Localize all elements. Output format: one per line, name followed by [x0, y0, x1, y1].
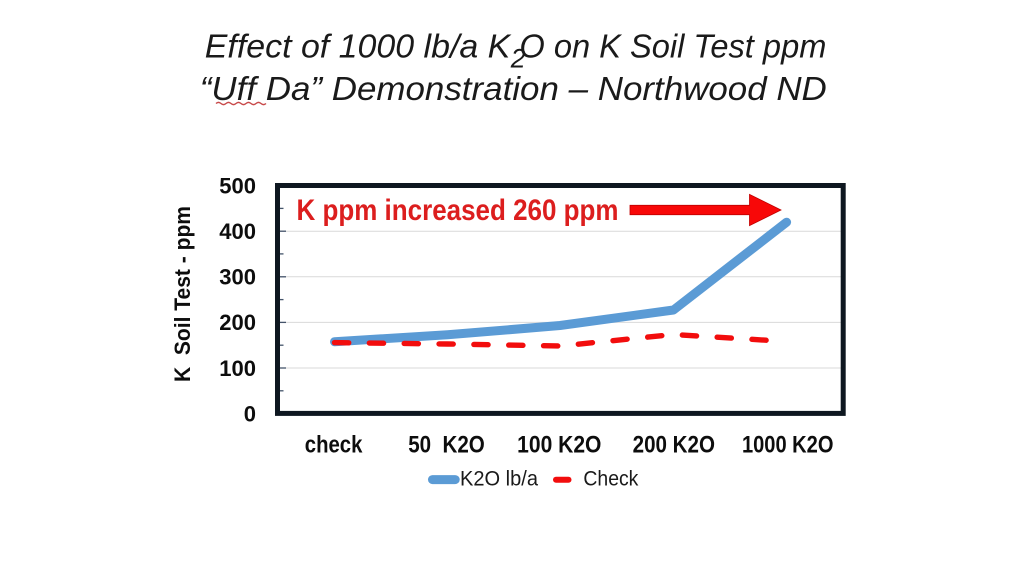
- svg-text:200: 200: [219, 310, 256, 335]
- svg-text:400: 400: [219, 219, 256, 244]
- svg-text:“Uff Da” Demonstration – North: “Uff Da” Demonstration – Northwood ND: [200, 71, 827, 108]
- svg-text:K2O lb/a: K2O lb/a: [460, 467, 538, 491]
- svg-text:1000 K2O: 1000 K2O: [742, 430, 834, 457]
- svg-text:O on K Soil Test ppm: O on K Soil Test ppm: [519, 28, 826, 65]
- svg-text:K Soil Test - ppm: K Soil Test - ppm: [170, 206, 195, 382]
- svg-text:K ppm increased 260 ppm: K ppm increased 260 ppm: [297, 194, 619, 227]
- svg-text:0: 0: [244, 402, 256, 427]
- svg-text:check: check: [305, 431, 363, 458]
- svg-text:50 K2O: 50 K2O: [408, 431, 485, 458]
- svg-text:Effect of 1000 lb/a K: Effect of 1000 lb/a K: [205, 28, 512, 65]
- svg-text:300: 300: [219, 265, 256, 290]
- svg-text:Check: Check: [583, 467, 638, 491]
- svg-text:100 K2O: 100 K2O: [517, 430, 601, 458]
- svg-text:100: 100: [219, 356, 256, 381]
- svg-text:200 K2O: 200 K2O: [633, 431, 715, 458]
- svg-text:2: 2: [510, 44, 526, 74]
- svg-text:500: 500: [219, 173, 256, 198]
